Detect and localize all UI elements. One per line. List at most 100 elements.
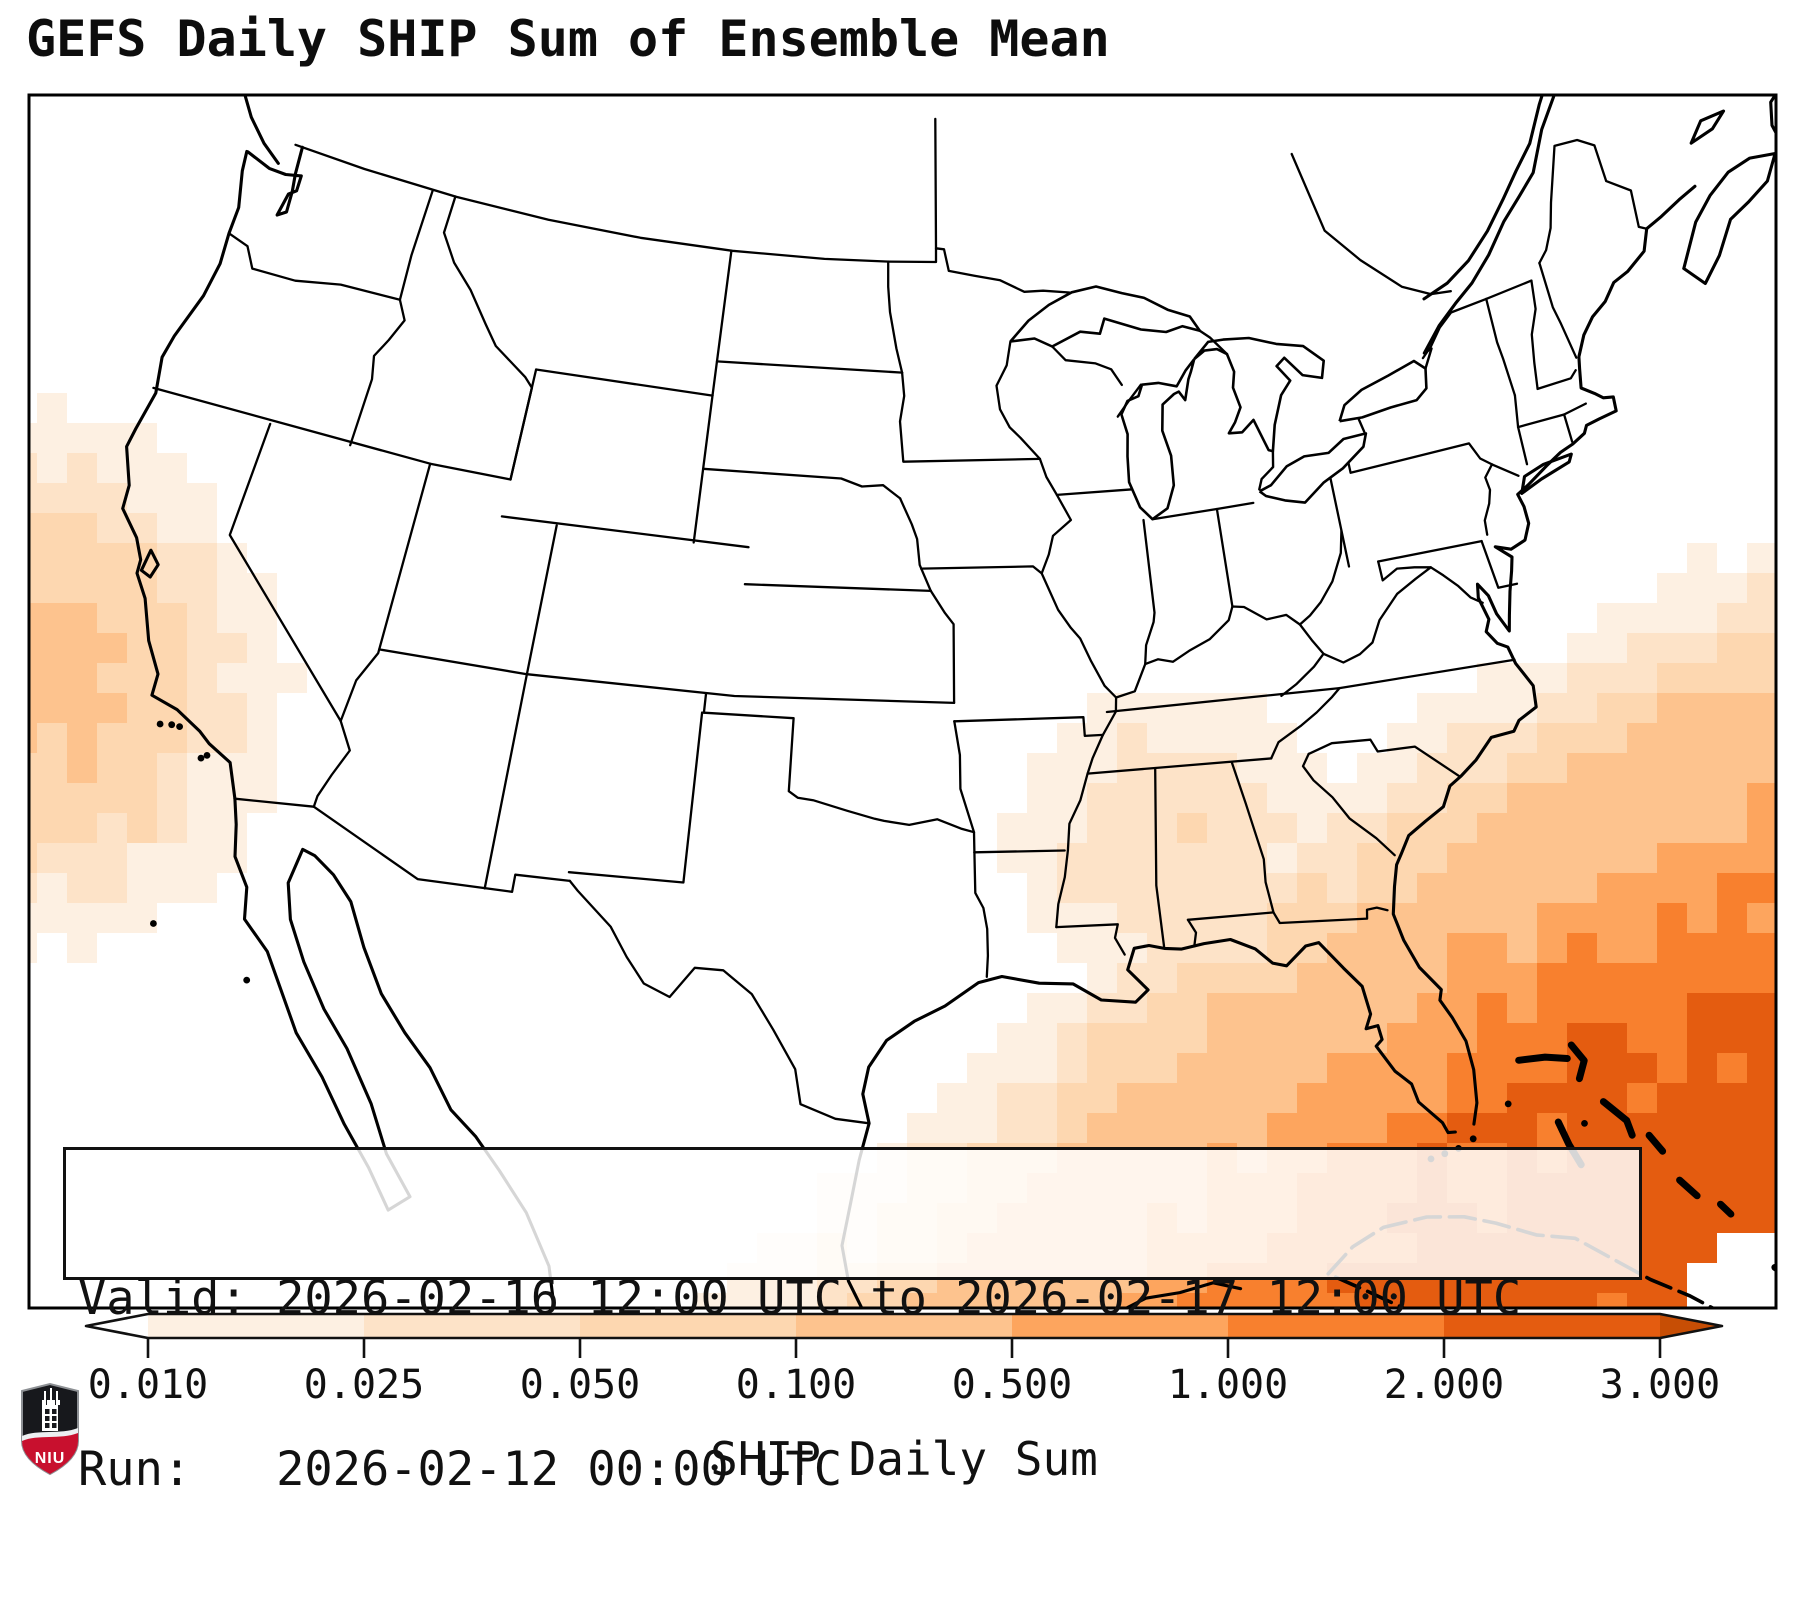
- grid-cell: [29, 603, 37, 633]
- grid-cell: [1627, 663, 1657, 693]
- grid-cell: [29, 543, 37, 573]
- state-province-borders-path: [743, 583, 932, 593]
- grid-cell: [1417, 1053, 1447, 1083]
- grid-cell: [1657, 1083, 1687, 1113]
- grid-cell: [1747, 1053, 1776, 1083]
- grid-cell: [1537, 1023, 1567, 1053]
- grid-cell: [217, 843, 247, 873]
- grid-cell: [1057, 1293, 1087, 1308]
- grid-cell: [1567, 663, 1597, 693]
- grid-cell: [1747, 933, 1776, 963]
- coastlines-path: [1391, 184, 1697, 1126]
- grid-cell: [29, 693, 37, 723]
- state-province-borders-path: [1215, 507, 1234, 608]
- grid-cell: [1657, 1233, 1687, 1263]
- colorbar: [84, 1312, 1724, 1358]
- grid-cell: [37, 423, 67, 453]
- state-province-borders-path: [1483, 463, 1494, 536]
- state-province-borders-path: [1307, 738, 1461, 778]
- grid-cell: [1087, 963, 1117, 993]
- grid-cell: [1447, 873, 1477, 903]
- grid-cell: [1087, 1023, 1117, 1053]
- grid-cell: [1027, 783, 1057, 813]
- grid-cell: [1357, 753, 1387, 783]
- grid-cell: [1747, 1113, 1776, 1143]
- grid-cell: [1147, 1113, 1177, 1143]
- grid-cell: [1597, 1023, 1627, 1053]
- grid-cell: [1747, 873, 1776, 903]
- coastlines-path: [233, 797, 556, 1308]
- state-province-borders-path: [312, 719, 351, 808]
- grid-cell: [1627, 1053, 1657, 1083]
- grid-cell: [187, 873, 217, 903]
- state-province-borders-path: [1377, 539, 1483, 563]
- grid-cell: [1177, 843, 1207, 873]
- grid-cell: [1747, 603, 1776, 633]
- grid-cell: [1177, 1113, 1207, 1143]
- grid-cell: [1057, 723, 1087, 753]
- grid-cell: [937, 1293, 967, 1308]
- grid-cell: [1717, 1023, 1747, 1053]
- grid-cell: [1627, 903, 1657, 933]
- grid-cell: [1327, 993, 1357, 1023]
- grid-cell: [1717, 663, 1747, 693]
- grid-cell: [1717, 693, 1747, 723]
- coastlines-path: [840, 937, 1457, 1308]
- grid-cell: [1087, 1053, 1117, 1083]
- grid-cell: [1597, 783, 1627, 813]
- grid-cell: [97, 633, 127, 663]
- grid-cell: [1327, 1113, 1357, 1143]
- grid-cell: [1117, 813, 1147, 843]
- grid-cell: [29, 573, 37, 603]
- grid-cell: [1207, 1053, 1237, 1083]
- grid-cell: [1387, 873, 1417, 903]
- grid-cell: [127, 483, 157, 513]
- grid-cell: [1327, 1083, 1357, 1113]
- grid-cell: [1657, 753, 1687, 783]
- grid-cell: [1477, 663, 1507, 693]
- grid-cell: [1717, 753, 1747, 783]
- state-province-borders-path: [483, 673, 529, 890]
- grid-cell: [157, 813, 187, 843]
- grid-cell: [1567, 843, 1597, 873]
- grid-cell: [1507, 753, 1537, 783]
- grid-cell: [97, 813, 127, 843]
- grid-cell: [1567, 753, 1597, 783]
- grid-cell: [1747, 1143, 1776, 1173]
- grid-cell: [1027, 1083, 1057, 1113]
- grid-cell: [37, 873, 67, 903]
- grid-cell: [67, 903, 97, 933]
- grid-cell: [1537, 723, 1567, 753]
- grid-cell: [1207, 1023, 1237, 1053]
- grid-cell: [1417, 1293, 1447, 1308]
- grid-cell: [1657, 693, 1687, 723]
- grid-cell: [29, 843, 37, 873]
- grid-cell: [157, 513, 187, 543]
- grid-cell: [727, 1293, 757, 1308]
- state-province-borders-path: [349, 298, 406, 447]
- grid-cell: [1537, 783, 1567, 813]
- bahamas-islands-path: [1717, 1200, 1735, 1218]
- grid-cell: [1687, 873, 1717, 903]
- grid-cell: [67, 543, 97, 573]
- state-province-borders-path: [1516, 425, 1529, 466]
- grid-cell: [997, 1083, 1027, 1113]
- grid-cell: [1597, 813, 1627, 843]
- grid-cell: [1507, 873, 1537, 903]
- grid-cell: [1657, 1113, 1687, 1143]
- grid-cell: [1027, 843, 1057, 873]
- state-province-borders-path: [702, 711, 976, 834]
- state-province-borders-path: [973, 849, 1066, 854]
- grid-cell: [1117, 873, 1147, 903]
- grid-cell: [1447, 1083, 1477, 1113]
- state-province-borders-path: [1538, 138, 1648, 265]
- grid-cell: [1357, 783, 1387, 813]
- colorbar-axis-label: SHIP Daily Sum: [710, 1432, 1098, 1486]
- grid-cell: [1297, 1083, 1327, 1113]
- grid-cell: [1297, 1023, 1327, 1053]
- grid-cell: [1747, 693, 1776, 723]
- grid-cell: [1537, 1293, 1567, 1308]
- grid-cell: [1387, 903, 1417, 933]
- grid-cell: [1297, 873, 1327, 903]
- grid-cell: [1057, 903, 1087, 933]
